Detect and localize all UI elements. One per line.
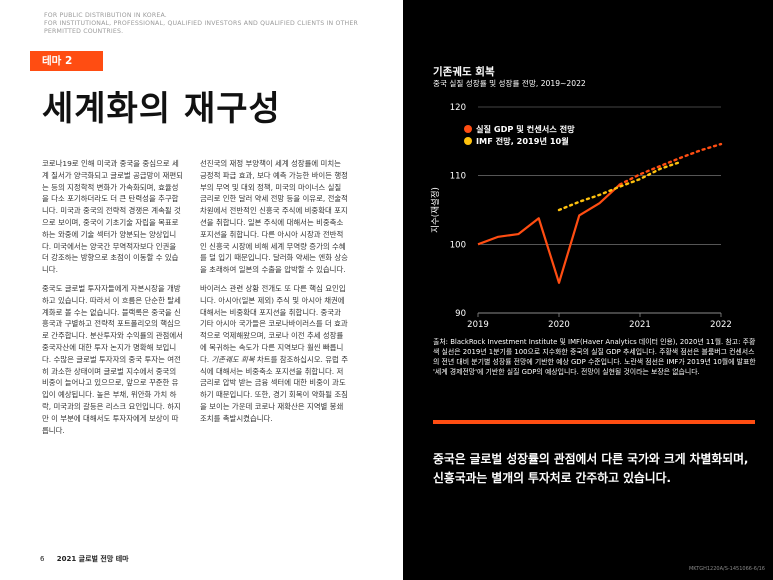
paragraph-text: 차트를 참조하십시오. 유럽 주식에 대해서는 비중축소 포지션을 취합니다. … xyxy=(200,354,348,423)
theme-tag: 테마 2 xyxy=(30,51,103,71)
chart-subtitle: 중국 실질 성장률 및 성장률 전망, 2019~2022 xyxy=(433,79,586,88)
paragraph: 선진국의 재정 부양책이 세계 성장률에 미치는 긍정적 파급 효과, 보다 예… xyxy=(200,159,348,275)
page-footer: 6 2021 글로벌 전망 테마 xyxy=(40,554,129,564)
chart-reference-link: 기존궤도 회복 xyxy=(211,354,255,364)
y-tick-label: 120 xyxy=(450,103,466,113)
document-code: MKTGH1220A/S-1451066-6/16 xyxy=(688,566,765,572)
y-tick-label: 90 xyxy=(455,309,466,319)
legend-label-gdp: 실질 GDP 및 컨센서스 전망 xyxy=(476,124,575,134)
orange-divider xyxy=(433,420,755,424)
y-axis-label: 지수(재설정) xyxy=(430,187,441,233)
paragraph: 중국도 글로벌 투자자들에게 자본시장을 개방하고 있습니다. 따라서 이 흐름… xyxy=(42,283,183,435)
left-page: FOR PUBLIC DISTRIBUTION IN KOREA. FOR IN… xyxy=(30,12,384,564)
gdp-solid-line xyxy=(477,183,621,284)
growth-line-chart: 90 100 110 120 2019 2020 2021 2022 지수(재설정) 실질 GDP… xyxy=(430,103,732,330)
y-tick-label: 100 xyxy=(450,240,466,250)
legend-label-imf: IMF 전망, 2019년 10월 xyxy=(476,136,569,146)
chart-title: 기존궤도 회복 xyxy=(433,66,495,78)
footer-title: 2021 글로벌 전망 테마 xyxy=(56,555,129,563)
text-column-2: 선진국의 재정 부양책이 세계 성장률에 미치는 긍정적 파급 효과, 보다 예… xyxy=(200,158,350,432)
x-tick-label: 2021 xyxy=(629,320,651,330)
disclaimer-line: FOR PUBLIC DISTRIBUTION IN KOREA. xyxy=(44,12,167,19)
distribution-disclaimer: FOR PUBLIC DISTRIBUTION IN KOREA. FOR IN… xyxy=(44,12,384,36)
disclaimer-line: PERMITTED COUNTRIES. xyxy=(44,28,124,35)
page-number: 6 xyxy=(40,555,45,563)
legend-marker-imf xyxy=(464,137,472,145)
x-tick-label: 2019 xyxy=(467,320,489,330)
paragraph: 코로나19로 인해 미국과 중국을 중심으로 세계 질서가 양극화되고 글로벌 … xyxy=(42,159,183,275)
paragraph-text: 바이러스 관련 상황 전개도 또 다른 핵심 요인입니다. 아시아(일본 제외)… xyxy=(200,283,348,364)
right-page: 기존궤도 회복 중국 실질 성장률 및 성장률 전망, 2019~2022 90… xyxy=(403,0,773,580)
disclaimer-line: FOR INSTITUTIONAL, PROFESSIONAL, QUALIFI… xyxy=(44,20,359,27)
text-column-1: 코로나19로 인해 미국과 중국을 중심으로 세계 질서가 양극화되고 글로벌 … xyxy=(42,158,184,443)
legend-marker-gdp xyxy=(464,125,472,133)
gdp-forecast-dotted-line xyxy=(618,142,723,186)
y-tick-label: 110 xyxy=(450,172,466,182)
pull-quote: 중국은 글로벌 성장률의 관점에서 다른 국가와 크게 차별화되며, 신흥국과는… xyxy=(433,452,749,485)
page-title: 세계화의 재구성 xyxy=(42,89,281,129)
x-tick-label: 2020 xyxy=(548,320,570,330)
imf-forecast-dotted-line xyxy=(557,160,682,212)
chart-source-note: 출처: BlackRock Investment Institute 및 IMF… xyxy=(433,338,756,376)
paragraph: 바이러스 관련 상황 전개도 또 다른 핵심 요인입니다. 아시아(일본 제외)… xyxy=(200,283,350,425)
x-tick-label: 2022 xyxy=(710,320,732,330)
